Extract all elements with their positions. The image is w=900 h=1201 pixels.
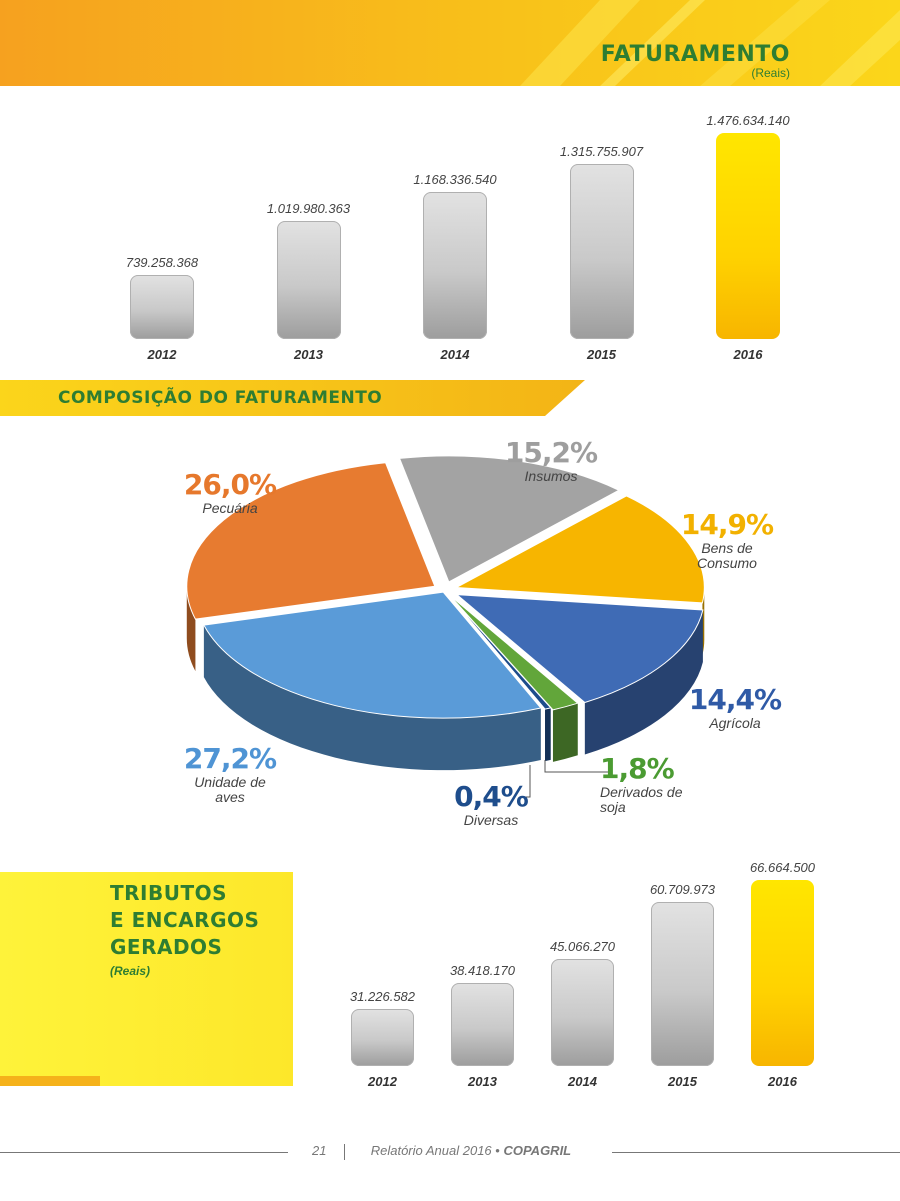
bar-value-label-2012: 31.226.582 (349, 989, 416, 1004)
footer-divider (344, 1143, 346, 1160)
pie-slice-side-derivados-de-soja (552, 703, 578, 762)
pie-label-diversas: 0,4% Diversas (446, 780, 536, 828)
pie-pct-diversas: 0,4% (454, 780, 529, 813)
tributos-title-line-2: E ENCARGOS (110, 908, 260, 932)
bar-2012 (351, 1009, 414, 1066)
bar-value-label-2013: 38.418.170 (449, 963, 516, 978)
tributos-title-line-1: TRIBUTOS (110, 881, 228, 905)
page-subtitle: (Reais) (751, 66, 790, 80)
composition-title: COMPOSIÇÃO DO FATURAMENTO (58, 388, 383, 408)
leader-line-derivados (544, 760, 608, 773)
tributos-yellow-panel (0, 872, 293, 1086)
tributos-title-line-3: GERADOS (110, 935, 223, 959)
pie-label-bens-de-consumo: 14,9% Bens de Consumo (672, 508, 782, 571)
pie-name-agr-cola: Agrícola (709, 715, 761, 731)
pie-label-unidade-de-aves: 27,2% Unidade de aves (180, 742, 280, 805)
pie-label-agr-cola: 14,4% Agrícola (680, 683, 790, 731)
bar-category-label-2013: 2013 (294, 347, 323, 362)
tributos-title: TRIBUTOS E ENCARGOS GERADOS (110, 880, 259, 961)
bar-value-label-2016: 1.476.634.140 (706, 113, 790, 128)
pie-slice-pecu-ria (186, 462, 436, 620)
bar-category-label-2014: 2014 (440, 347, 470, 362)
footer-line-right (612, 1152, 900, 1153)
pie-pct-unidade-de-aves: 27,2% (183, 742, 277, 775)
pie-name-bens-de-consumo: Bens de Consumo (697, 540, 757, 571)
pie-slice-agr-cola (455, 593, 704, 704)
composition-header-band: COMPOSIÇÃO DO FATURAMENTO (0, 380, 900, 416)
bar-value-label-2016: 66.664.500 (749, 860, 816, 875)
footer-report: Relatório Anual 2016 (370, 1143, 492, 1158)
taxes-bar-chart: 31.226.582 2012 38.418.170 2013 45.066.270 20… (320, 850, 900, 1100)
footer-separator: • (495, 1143, 500, 1158)
pie-label-insumos: 15,2% Insumos (476, 436, 626, 484)
pie-slice-side-diversas (545, 707, 551, 762)
bar-category-label-2014: 2014 (568, 1074, 597, 1089)
bar-value-label-2015: 60.709.973 (649, 882, 716, 897)
pie-name-unidade-de-aves: Unidade de aves (194, 774, 266, 805)
bar-2016 (716, 133, 780, 339)
bar-2014 (423, 192, 487, 339)
bar-2016 (751, 880, 814, 1066)
pie-slice-unidade-de-aves (203, 591, 542, 719)
footer: 21 Relatório Anual 2016 • COPAGRIL (300, 1143, 612, 1160)
pie-pct-bens-de-consumo: 14,9% (680, 508, 774, 541)
pie-slice-bens-de-consumo (454, 495, 705, 604)
bar-value-label-2014: 45.066.270 (549, 939, 616, 954)
bar-2013 (451, 983, 514, 1066)
bar-category-label-2015: 2015 (668, 1074, 697, 1089)
pie-name-insumos: Insumos (524, 468, 578, 484)
footer-line-left (0, 1152, 288, 1153)
banner-stripes (520, 0, 900, 86)
bar-category-label-2016: 2016 (733, 347, 763, 362)
page-number: 21 (312, 1143, 327, 1158)
footer-company: COPAGRIL (503, 1143, 572, 1158)
pie-pct-derivados-de-soja: 1,8% (600, 752, 675, 785)
bar-2013 (276, 221, 341, 339)
tributos-subtitle: (Reais) (110, 964, 151, 978)
pie-pct-insumos: 15,2% (504, 436, 598, 469)
pie-name-pecu-ria: Pecuária (202, 500, 258, 516)
pie-slice-derivados-de-soja (449, 594, 579, 711)
pie-label-pecu-ria: 26,0% Pecuária (180, 468, 280, 516)
pie-slice-insumos (398, 455, 621, 583)
pie-pct-pecu-ria: 26,0% (183, 468, 277, 501)
pie-name-derivados-de-soja: Derivados de soja (600, 784, 683, 815)
bar-2014 (551, 959, 614, 1066)
pie-slice-side-agr-cola (584, 609, 703, 755)
pie-slice-diversas (447, 592, 552, 710)
pie-pct-agr-cola: 14,4% (688, 683, 782, 716)
bar-2015 (651, 902, 714, 1066)
pie-slice-side-unidade-de-aves (203, 625, 541, 771)
tributos-accent-bar (0, 1076, 100, 1086)
bar-value-label-2014: 1.168.336.540 (413, 172, 497, 187)
bar-value-label-2012: 739.258.368 (125, 255, 199, 270)
composition-pie-chart (186, 455, 705, 798)
pie-slice-side-pecu-ria (186, 586, 196, 672)
bar-category-label-2013: 2013 (468, 1074, 497, 1089)
bar-value-label-2015: 1.315.755.907 (559, 144, 644, 159)
header-banner: FATURAMENTO (Reais) (0, 0, 900, 86)
revenue-bar-chart: 739.258.368 2012 1.019.980.363 2013 1.168.33… (0, 86, 900, 376)
bar-category-label-2016: 2016 (768, 1074, 797, 1089)
bar-category-label-2012: 2012 (147, 347, 177, 362)
bar-2012 (130, 275, 194, 339)
bar-category-label-2012: 2012 (368, 1074, 397, 1089)
pie-slice-side-bens-de-consumo (702, 587, 705, 655)
bar-category-label-2015: 2015 (587, 347, 616, 362)
bar-2015 (569, 164, 634, 339)
bar-value-label-2013: 1.019.980.363 (266, 201, 351, 216)
page-title: FATURAMENTO (600, 42, 790, 67)
pie-name-diversas: Diversas (463, 812, 519, 828)
leader-line-diversas (522, 765, 531, 798)
pie-label-derivados-de-soja: 1,8% Derivados de soja (600, 752, 700, 815)
